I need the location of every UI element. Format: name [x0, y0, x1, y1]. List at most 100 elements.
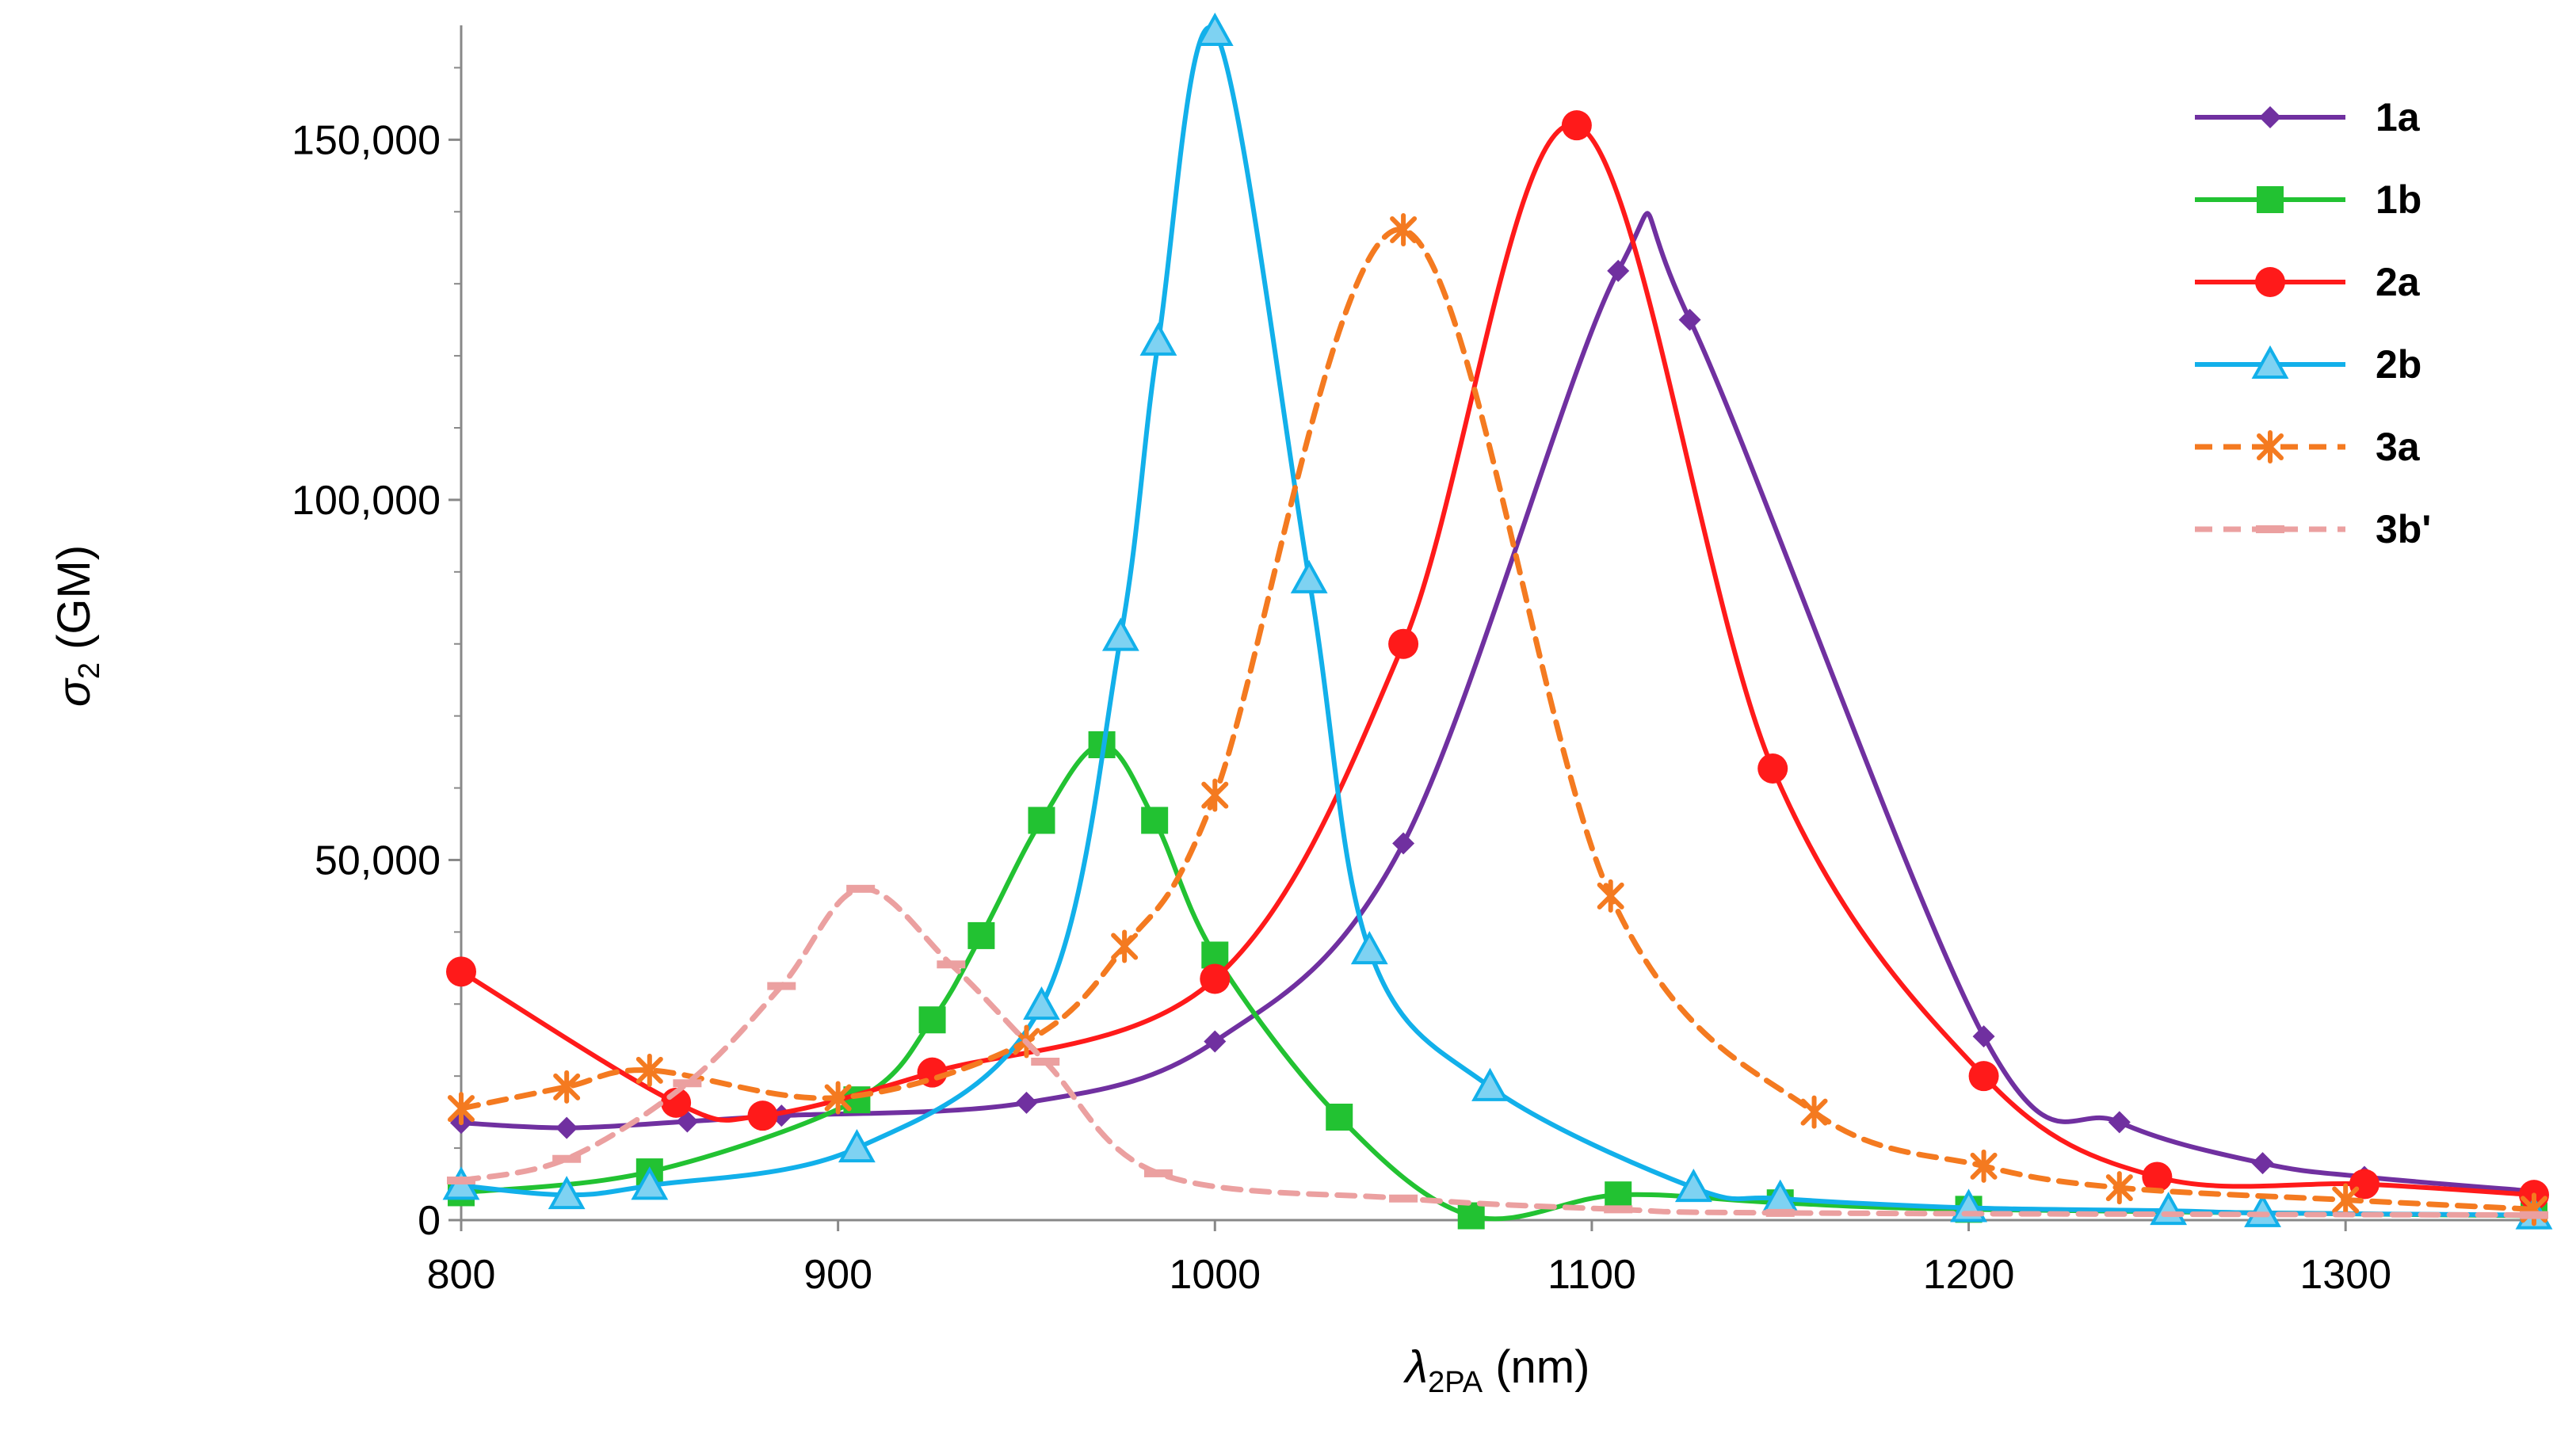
data-point-3b: [447, 1177, 475, 1184]
x-tick-label: 800: [427, 1252, 496, 1298]
data-point-3a: [1111, 929, 1139, 963]
x-axis-symbol: λ: [1403, 1341, 1429, 1393]
data-point-3b: [1143, 1169, 1173, 1177]
data-point-3a: [635, 1053, 663, 1087]
data-point-1a: [1678, 308, 1701, 331]
data-point-3a: [1201, 778, 1229, 812]
data-point-2b: [1471, 1067, 1509, 1101]
data-point-2b: [1139, 322, 1177, 356]
legend-label-2a: 2a: [2376, 260, 2421, 304]
data-point-3a: [1597, 879, 1624, 913]
data-point-3b: [937, 960, 966, 969]
legend-label-2b: 2b: [2376, 342, 2421, 387]
data-point-1b: [1141, 807, 1169, 834]
data-point-2a: [1757, 753, 1788, 784]
series-line-3a: [458, 227, 2537, 1212]
x-tick-label: 1000: [1169, 1252, 1261, 1298]
legend-marker-2a: [2255, 267, 2285, 297]
data-point-3a: [2105, 1171, 2133, 1205]
y-axis-symbol: σ: [48, 677, 100, 707]
data-point-3a: [553, 1070, 581, 1104]
data-point-2b: [838, 1128, 876, 1163]
data-point-3b: [1604, 1205, 1633, 1214]
legend-label-1a: 1a: [2376, 95, 2421, 139]
data-point-3b: [767, 982, 796, 990]
data-point-1a: [1607, 259, 1630, 282]
data-point-2b: [1674, 1168, 1712, 1203]
legend-item-2a: 2a: [2195, 260, 2421, 304]
data-point-3b: [1389, 1194, 1418, 1203]
legend-item-3b: 3b': [2195, 507, 2431, 551]
data-point-1a: [2108, 1111, 2131, 1134]
axes: 0 50,000 100,000 150,000 800 900 1000 1100 1200 1…: [292, 25, 2534, 1298]
legend-marker-1b: [2257, 186, 2284, 213]
data-point-1b: [1605, 1181, 1632, 1209]
legend-marker-1a: [2259, 106, 2281, 128]
data-point-2a: [1200, 963, 1231, 994]
legend-label-3b: 3b': [2376, 507, 2431, 551]
legend-label-3a: 3a: [2376, 425, 2421, 469]
data-point-3b: [2520, 1211, 2548, 1219]
y-axis-subscript: 2: [73, 662, 106, 679]
data-point-3a: [2332, 1183, 2360, 1217]
data-point-1a: [2251, 1152, 2274, 1175]
data-point-3b: [846, 884, 876, 893]
data-point-3a: [1390, 213, 1418, 246]
legend-marker-3b: [2256, 525, 2284, 533]
series-layer: [442, 12, 2553, 1230]
data-point-2b: [548, 1176, 586, 1210]
series-2a: [446, 110, 2549, 1211]
legend-item-2b: 2b: [2195, 342, 2421, 387]
x-tick-label: 1200: [1923, 1252, 2015, 1298]
data-point-1b: [1326, 1104, 1353, 1131]
data-point-3b: [552, 1154, 582, 1163]
data-point-3b: [1031, 1058, 1060, 1066]
data-point-3b: [673, 1079, 702, 1088]
series-line-1b: [459, 742, 2536, 1222]
series-line-2b: [459, 25, 2536, 1218]
data-point-1b: [967, 921, 995, 949]
legend-item-3a: 3a: [2195, 425, 2421, 469]
data-point-2b: [1023, 986, 1060, 1020]
y-axis-unit: (GM): [48, 545, 100, 662]
series-3b: [447, 884, 2548, 1219]
data-point-2b: [1290, 559, 1328, 593]
data-point-3a: [448, 1092, 475, 1126]
data-point-1a: [1204, 1030, 1227, 1053]
series-line-2a: [459, 122, 2536, 1198]
data-point-2b: [1101, 617, 1139, 651]
data-point-3a: [1970, 1149, 1998, 1183]
y-axis-title: σ2 (GM): [48, 545, 106, 707]
data-point-3b: [1765, 1208, 1795, 1217]
y-tick-label: 0: [418, 1198, 441, 1244]
data-point-2a: [2142, 1161, 2173, 1192]
data-point-3a: [1800, 1095, 1828, 1129]
x-tick-label: 900: [803, 1252, 872, 1298]
data-point-2a: [446, 956, 476, 987]
data-point-2b: [1350, 930, 1388, 965]
data-point-3a: [824, 1081, 852, 1115]
data-point-1a: [1972, 1025, 1995, 1048]
y-tick-label: 150,000: [292, 117, 441, 163]
data-point-2a: [1968, 1061, 1999, 1092]
x-axis-title: λ2PA (nm): [1403, 1341, 1590, 1399]
x-axis-unit: (nm): [1483, 1341, 1589, 1393]
data-point-2a: [1561, 110, 1592, 141]
data-point-2a: [747, 1100, 778, 1131]
data-point-1a: [555, 1116, 578, 1139]
y-tick-label: 100,000: [292, 478, 441, 524]
legend-item-1a: 1a: [2195, 95, 2421, 139]
legend-marker-2b: [2251, 345, 2289, 379]
series-line-3b: [458, 886, 2537, 1219]
legend: 1a 1b 2a 2b 3a 3b': [2195, 95, 2431, 551]
data-point-1a: [1392, 832, 1415, 855]
y-tick-label: 50,000: [315, 837, 441, 883]
series-line-1a: [459, 211, 2536, 1194]
series-1a: [450, 211, 2545, 1203]
data-point-2a: [1388, 628, 1419, 659]
data-point-2b: [2244, 1193, 2281, 1227]
data-point-1a: [1015, 1091, 1038, 1114]
x-axis-subscript: 2PA: [1428, 1366, 1483, 1399]
series-3a: [448, 213, 2547, 1226]
